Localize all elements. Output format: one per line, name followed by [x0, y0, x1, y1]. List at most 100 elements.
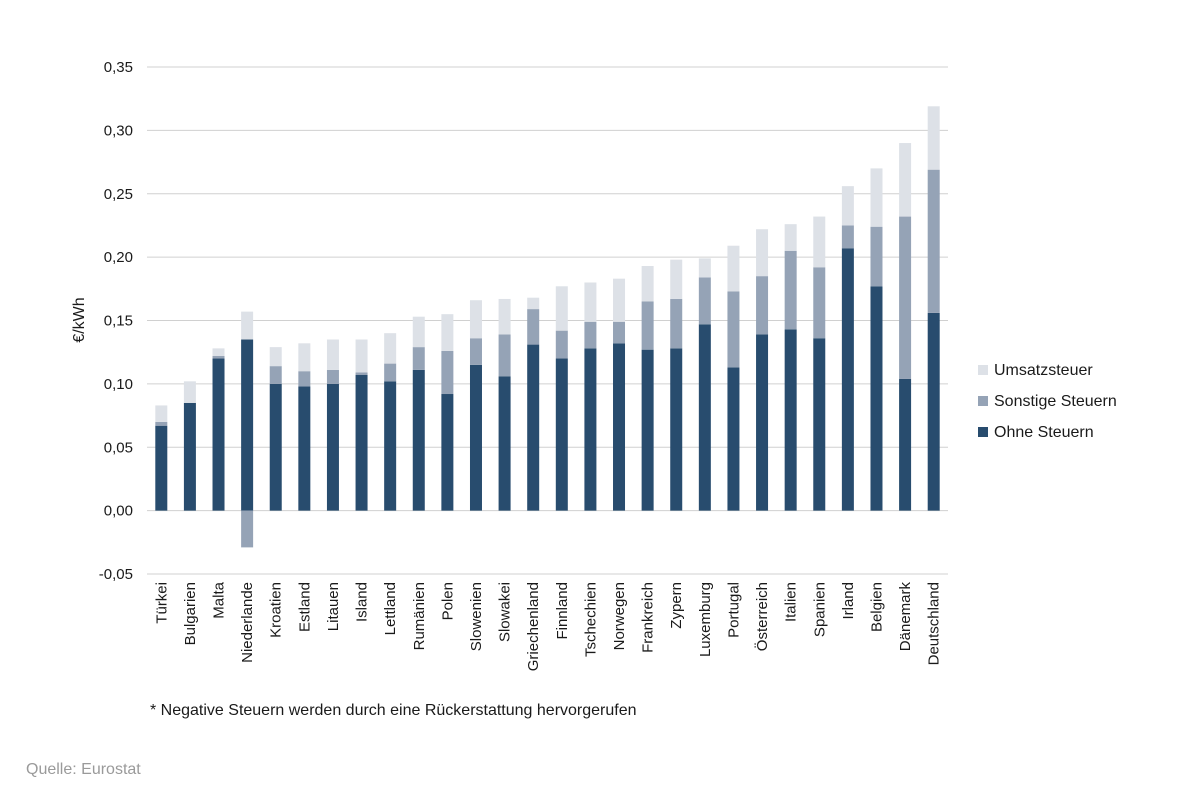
y-axis-label: €/kWh [71, 297, 88, 342]
x-tick-label: Griechenland [525, 582, 542, 671]
x-tick-label: Türkei [153, 582, 170, 624]
x-tick-label: Tschechien [582, 582, 599, 657]
bar-belgien-ohne-steuern [870, 286, 883, 511]
legend-swatch-umsatzsteuer [978, 365, 988, 375]
bar-turkei-ohne-steuern [155, 425, 168, 511]
bar-belgien-umsatzsteuer [870, 168, 883, 227]
bar-irland-sonstige-steuern [841, 225, 854, 249]
bar-italien-sonstige-steuern [784, 250, 797, 330]
bar-portugal-ohne-steuern [727, 367, 740, 511]
bar-frankreich-umsatzsteuer [641, 265, 654, 302]
bar-finnland-ohne-steuern [555, 358, 568, 511]
x-tick-label: Zypern [668, 582, 685, 629]
x-tick-label: Irland [840, 582, 857, 620]
bar-tschechien-ohne-steuern [584, 348, 597, 511]
x-tick-label: Kroatien [268, 582, 285, 638]
bar-belgien-sonstige-steuern [870, 226, 883, 287]
x-tick-label: Island [354, 582, 371, 622]
bar-danemark-ohne-steuern [899, 378, 912, 511]
x-tick-label: Frankreich [640, 582, 657, 653]
x-tick-label: Belgien [868, 582, 885, 632]
x-tick-label: Österreich [753, 582, 771, 651]
y-tick-label: 0,35 [104, 59, 133, 76]
y-tick-label: 0,10 [104, 376, 133, 393]
bar-norwegen-umsatzsteuer [613, 278, 626, 322]
bar-frankreich-ohne-steuern [641, 349, 654, 511]
bar-irland-ohne-steuern [841, 248, 854, 511]
x-tick-label: Deutschland [926, 582, 943, 665]
legend: Umsatzsteuer Sonstige Steuern Ohne Steuern [978, 362, 1117, 441]
bar-kroatien-ohne-steuern [269, 383, 282, 511]
bar-osterreich-ohne-steuern [756, 334, 769, 511]
bar-zypern-ohne-steuern [670, 348, 683, 511]
x-tick-label: Estland [296, 582, 313, 632]
bar-slowenien-umsatzsteuer [469, 300, 482, 339]
bar-lettland-umsatzsteuer [384, 333, 397, 364]
gridlines [147, 66, 948, 575]
legend-swatch-ohne-steuern [978, 427, 988, 437]
bar-polen-umsatzsteuer [441, 314, 454, 351]
bar-malta-ohne-steuern [212, 358, 225, 511]
bar-litauen-sonstige-steuern [326, 369, 339, 384]
x-tick-label: Slowakei [497, 582, 514, 642]
y-axis-ticks: -0,05 0,00 0,05 0,10 0,15 0,20 0,25 0,30 0,35 [99, 59, 133, 583]
bar-finnland-sonstige-steuern [555, 330, 568, 359]
bar-luxemburg-sonstige-steuern [698, 277, 711, 325]
x-tick-label: Luxemburg [697, 582, 714, 657]
bar-bulgarien-umsatzsteuer [183, 381, 196, 403]
x-tick-label: Finnland [554, 582, 571, 640]
bar-tschechien-umsatzsteuer [584, 282, 597, 322]
bar-deutschland-umsatzsteuer [927, 106, 940, 170]
legend-label-ohne-steuern: Ohne Steuern [994, 424, 1094, 441]
bar-zypern-sonstige-steuern [670, 298, 683, 349]
bar-niederlande-sonstige-steuern [241, 510, 254, 548]
x-tick-label: Italien [783, 582, 800, 622]
bar-island-umsatzsteuer [355, 339, 368, 373]
x-tick-label: Dänemark [897, 582, 914, 652]
y-tick-label: 0,00 [104, 503, 133, 520]
bar-island-ohne-steuern [355, 375, 368, 511]
x-tick-label: Polen [439, 582, 456, 620]
bar-frankreich-sonstige-steuern [641, 301, 654, 350]
x-tick-label: Bulgarien [182, 582, 199, 645]
bar-portugal-sonstige-steuern [727, 291, 740, 368]
y-tick-label: -0,05 [99, 566, 133, 583]
bar-italien-ohne-steuern [784, 329, 797, 511]
y-tick-label: 0,05 [104, 439, 133, 456]
bar-estland-sonstige-steuern [298, 371, 311, 387]
y-tick-label: 0,20 [104, 249, 133, 266]
bar-norwegen-sonstige-steuern [613, 321, 626, 344]
y-tick-label: 0,15 [104, 313, 133, 330]
x-tick-label: Lettland [382, 582, 399, 635]
bar-italien-umsatzsteuer [784, 224, 797, 251]
bar-kroatien-umsatzsteuer [269, 347, 282, 367]
bar-lettland-sonstige-steuern [384, 363, 397, 382]
bar-portugal-umsatzsteuer [727, 245, 740, 292]
legend-label-sonstige-steuern: Sonstige Steuern [994, 393, 1117, 410]
bar-deutschland-sonstige-steuern [927, 169, 940, 313]
bar-spanien-sonstige-steuern [813, 267, 826, 339]
bar-slowenien-ohne-steuern [469, 364, 482, 511]
bar-deutschland-ohne-steuern [927, 312, 940, 511]
bar-lettland-ohne-steuern [384, 381, 397, 511]
source-note: Quelle: Eurostat [26, 761, 141, 778]
bar-niederlande-ohne-steuern [241, 339, 254, 511]
bar-rumanien-ohne-steuern [412, 369, 425, 511]
bar-litauen-umsatzsteuer [326, 339, 339, 370]
bar-irland-umsatzsteuer [841, 186, 854, 226]
legend-label-umsatzsteuer: Umsatzsteuer [994, 362, 1093, 379]
bar-bulgarien-ohne-steuern [183, 402, 196, 511]
bar-turkei-sonstige-steuern [155, 421, 168, 426]
bar-slowakei-umsatzsteuer [498, 298, 511, 335]
bar-malta-sonstige-steuern [212, 355, 225, 359]
x-tick-label: Rumänien [411, 582, 428, 650]
bar-griechenland-umsatzsteuer [527, 297, 540, 310]
y-tick-label: 0,25 [104, 186, 133, 203]
bar-estland-ohne-steuern [298, 386, 311, 511]
bar-luxemburg-umsatzsteuer [698, 258, 711, 278]
footnote: * Negative Steuern werden durch eine Rüc… [150, 702, 637, 719]
x-tick-label: Malta [211, 581, 228, 618]
bar-spanien-umsatzsteuer [813, 216, 826, 268]
bar-luxemburg-ohne-steuern [698, 324, 711, 511]
